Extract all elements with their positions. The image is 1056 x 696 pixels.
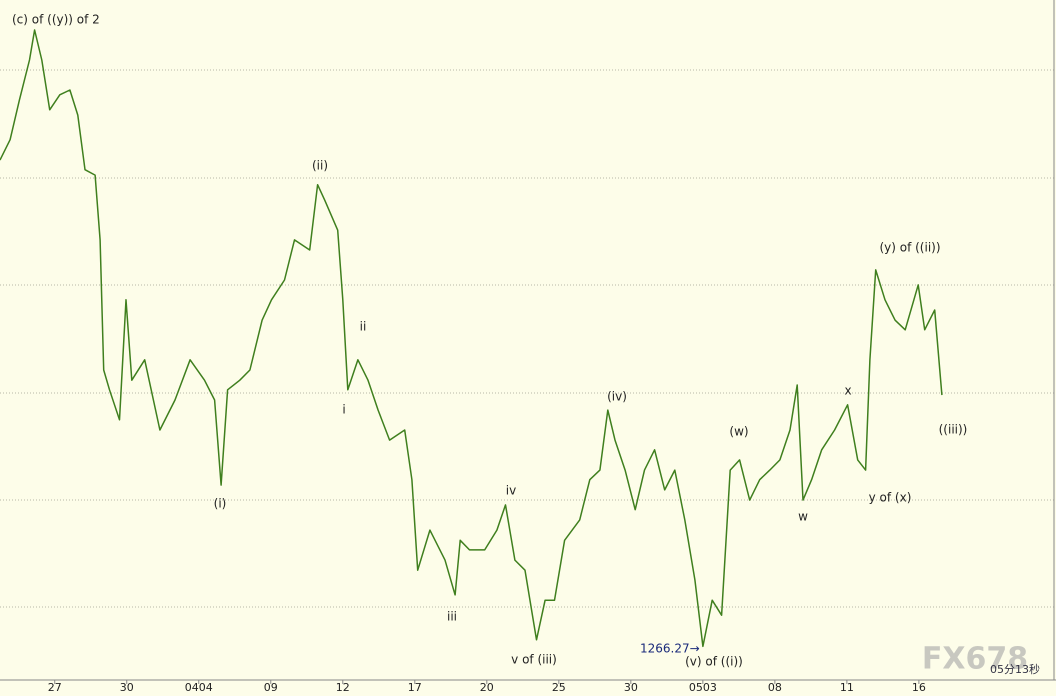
x-tick-label: 17 [408,681,422,694]
annotation: (i) [214,497,227,511]
x-tick-label: 30 [120,681,134,694]
grid [0,69,1056,608]
x-tick-label: 12 [336,681,350,694]
x-tick-label: 25 [552,681,566,694]
x-tick-label: 16 [912,681,926,694]
watermark: FX678 [922,642,1028,677]
x-tick-label: 11 [840,681,854,694]
annotation: (w) [729,425,748,439]
annotation: w [798,510,808,524]
annotation: ii [360,320,367,334]
annotation: x [844,384,851,398]
x-tick-label: 0503 [689,681,717,694]
x-tick-label: 08 [768,681,782,694]
annotation: (v) of ((i)) [685,655,743,669]
annotation: i [342,403,345,417]
annotation: (c) of ((y)) of 2 [12,13,100,27]
price-line [0,29,943,648]
annotation: (ii) [312,159,328,173]
x-tick-label: 09 [264,681,278,694]
annotation: iv [506,484,516,498]
x-tick-label: 0404 [185,681,213,694]
timer: 05分13秒 [990,662,1040,676]
annotation: iii [447,610,457,624]
annotations: (c) of ((y)) of 2 (i) (ii) i ii iii iv v… [12,13,967,669]
annotation: (iv) [607,390,627,404]
x-tick-label: 27 [48,681,62,694]
price-label: 1266.27→ [640,642,700,656]
x-tick-label: 30 [624,681,638,694]
annotation: (y) of ((ii)) [879,241,940,255]
annotation: v of (iii) [511,653,557,667]
annotation: y of (x) [869,491,912,505]
x-tick-label: 20 [480,681,494,694]
annotation: ((iii)) [939,423,968,437]
